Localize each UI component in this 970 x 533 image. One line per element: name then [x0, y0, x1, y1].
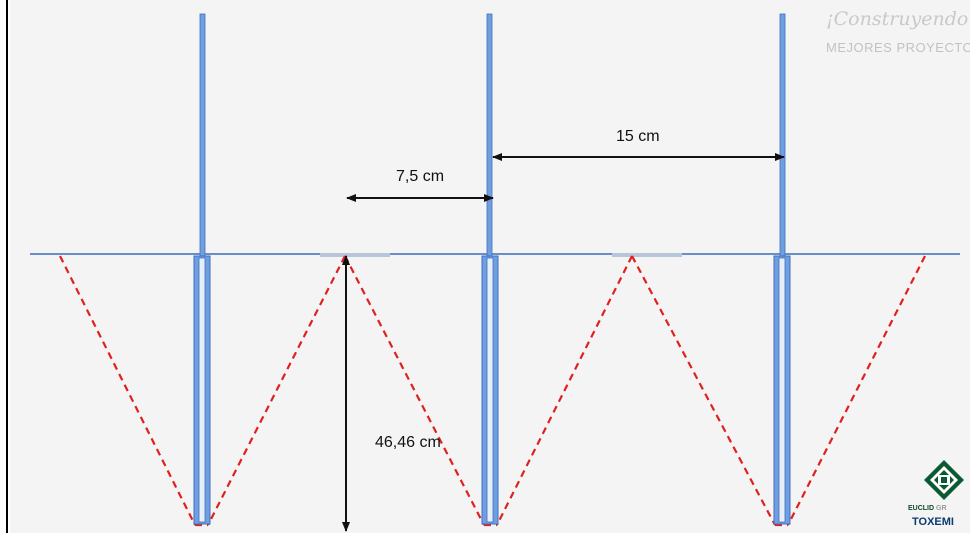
spread-line: [496, 255, 633, 526]
page-border: [0, 0, 8, 533]
injection-rod: [193, 13, 211, 525]
injection-rod: [481, 13, 499, 525]
watermark-title: ¡Construyendo: [826, 8, 969, 30]
half-spacing-label: 7,5 cm: [396, 168, 445, 185]
logo-brand-line2: TOXEMI: [912, 516, 954, 528]
logo-brand-line1: EUCLID GR: [908, 505, 947, 512]
spread-line: [59, 255, 196, 526]
spacing-label: 15 cm: [616, 128, 660, 145]
spread-line: [631, 255, 776, 526]
euclid-logo-icon: [924, 460, 964, 500]
watermark-subtitle: MEJORES PROYECTOS: [826, 40, 970, 55]
injection-rod: [773, 13, 791, 525]
spread-line: [787, 255, 926, 526]
spread-cones: [59, 255, 926, 527]
depth-label: 46,46 cm: [375, 434, 441, 451]
surface-mark: [320, 253, 390, 257]
surface-mark: [612, 253, 682, 257]
spread-line: [207, 255, 346, 526]
spread-line: [344, 255, 485, 526]
